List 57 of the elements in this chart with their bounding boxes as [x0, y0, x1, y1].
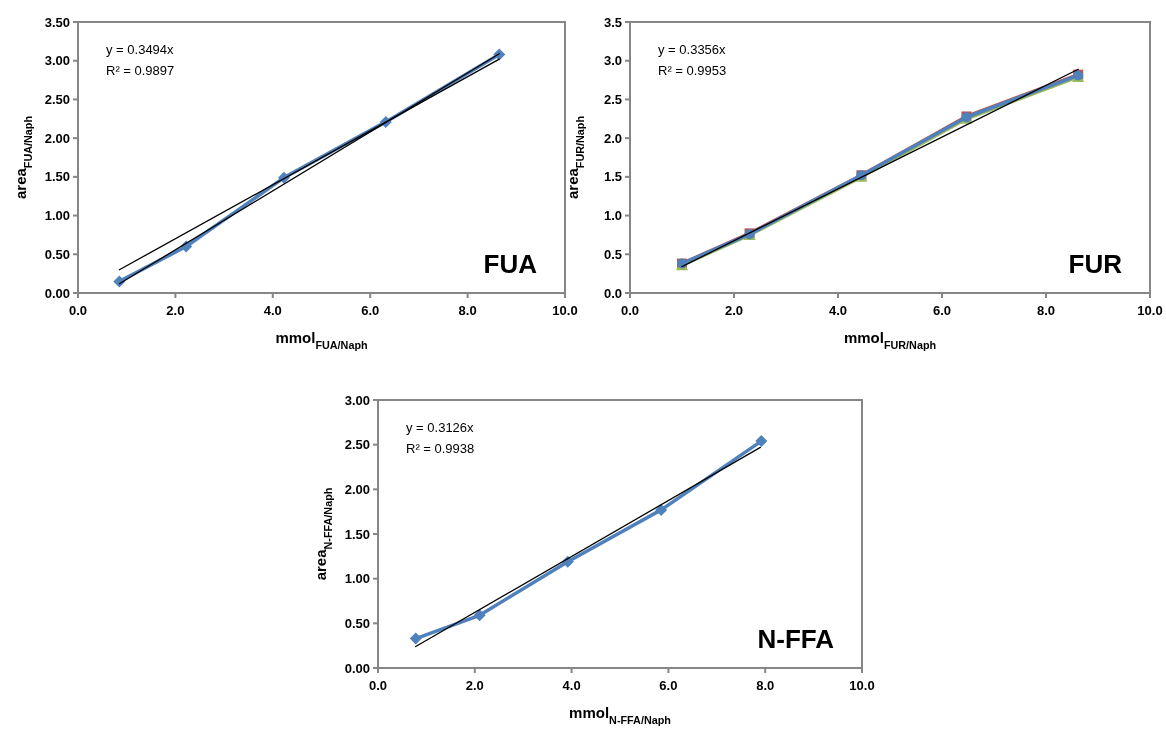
annotation: y = 0.3356x — [658, 42, 727, 57]
x-tick-label: 6.0 — [361, 303, 380, 318]
annotation: N-FFA — [757, 624, 835, 654]
y-tick-label: 3.00 — [344, 392, 370, 408]
x-tick-label: 2.0 — [166, 303, 185, 318]
point — [655, 503, 668, 516]
y-tick-label: 2.5 — [603, 91, 622, 107]
x-axis-title: mmol$_{FUA/Naph}$ — [275, 329, 368, 351]
y-tick-label: 3.5 — [603, 14, 622, 30]
x-tick-label: 0.0 — [620, 303, 640, 318]
x-tick-label: 10.0 — [849, 678, 875, 693]
x-tick-label: 0.0 — [68, 303, 88, 318]
point — [755, 435, 768, 448]
y-tick-label: 1.5 — [603, 169, 622, 185]
y-tick-label: 0.50 — [344, 615, 370, 631]
y-tick-label: 2.50 — [344, 437, 370, 453]
y-tick-label: 2.00 — [344, 481, 370, 497]
annotation: FUA — [483, 249, 538, 279]
y-tick-label: 0.00 — [344, 660, 370, 676]
annotation: R² = 0.9897 — [106, 63, 175, 78]
annotation: y = 0.3494x — [106, 42, 175, 57]
x-tick-label: 2.0 — [465, 678, 484, 693]
x-tick-label: 6.0 — [659, 678, 678, 693]
x-tick-label: 0.0 — [368, 678, 388, 693]
x-tick-label: 10.0 — [552, 303, 578, 318]
x-tick-label: 8.0 — [756, 678, 775, 693]
y-tick-label: 2.50 — [44, 91, 70, 107]
point — [409, 632, 422, 645]
annotation: R² = 0.9938 — [406, 441, 475, 456]
y-tick-label: 1.50 — [44, 169, 70, 185]
y-tick-label: 3.00 — [44, 53, 70, 69]
annotation: FUR — [1068, 249, 1123, 279]
x-axis-title: mmol$_{N-FFA/Naph}$ — [569, 704, 671, 726]
annotation: R² = 0.9953 — [658, 63, 727, 78]
y-tick-label: 0.5 — [603, 246, 622, 262]
y-tick-label: 0.50 — [44, 246, 70, 262]
y-tick-label: 2.00 — [44, 130, 70, 146]
y-tick-label: 1.00 — [344, 571, 370, 587]
x-axis-title: mmol$_{FUR/Naph}$ — [843, 329, 937, 351]
point — [473, 609, 486, 622]
y-tick-label: 2.0 — [603, 130, 622, 146]
x-tick-label: 8.0 — [1036, 303, 1056, 318]
y-tick-label: 0.0 — [603, 285, 622, 301]
y-tick-label: 0.00 — [44, 285, 70, 301]
y-tick-label: 1.00 — [44, 208, 70, 224]
y-tick-label: 3.50 — [44, 14, 70, 30]
y-tick-label: 1.50 — [344, 526, 370, 542]
x-tick-label: 10.0 — [1137, 303, 1163, 318]
x-tick-label: 2.0 — [724, 303, 744, 318]
x-tick-label: 4.0 — [828, 303, 848, 318]
x-tick-label: 6.0 — [932, 303, 952, 318]
x-tick-label: 4.0 — [263, 303, 282, 318]
annotation: y = 0.3126x — [406, 420, 475, 435]
x-tick-label: 8.0 — [458, 303, 477, 318]
y-tick-label: 3.0 — [603, 53, 622, 69]
x-tick-label: 4.0 — [562, 678, 581, 693]
y-tick-label: 1.0 — [603, 208, 622, 224]
